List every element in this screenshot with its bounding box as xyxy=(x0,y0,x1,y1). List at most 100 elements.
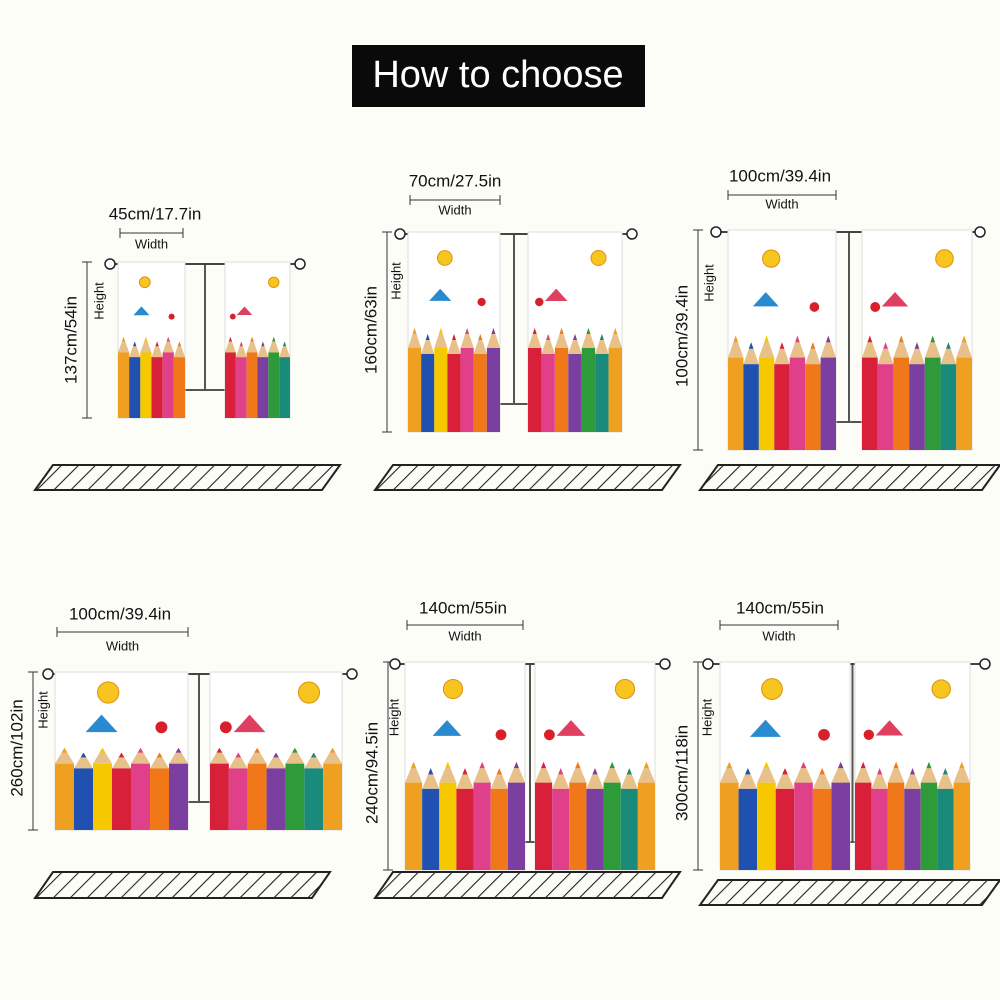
width-label: 70cm/27.5in xyxy=(409,171,502,190)
pencil-lead xyxy=(272,336,276,342)
floor xyxy=(33,871,332,899)
height-bracket xyxy=(693,229,703,451)
width-word: Width xyxy=(762,628,795,643)
umbrella xyxy=(752,292,779,307)
pencil-lead xyxy=(837,761,844,769)
pencil-lead xyxy=(133,341,137,347)
height-bracket xyxy=(28,671,38,831)
sun xyxy=(97,681,120,704)
pencil-tip xyxy=(279,341,290,358)
pencil-body xyxy=(757,782,776,870)
height-label: 137cm/54in xyxy=(61,296,80,384)
pencil-lead xyxy=(910,768,915,775)
pencil-body xyxy=(569,782,587,870)
height-word: Height xyxy=(701,264,716,302)
pencil-body xyxy=(257,357,269,418)
pencil-tip xyxy=(140,336,152,353)
pencil-tip xyxy=(173,341,185,358)
pencil-lead xyxy=(748,342,754,349)
apple xyxy=(229,313,236,320)
pencil-lead xyxy=(745,768,751,775)
pencil-body xyxy=(460,348,474,432)
pencil-body xyxy=(528,348,542,432)
rod-finial xyxy=(104,258,116,270)
pencil-tip xyxy=(940,342,957,365)
pencil-tip xyxy=(728,335,744,358)
pencil-tip xyxy=(862,335,878,358)
pencil-tip xyxy=(637,761,655,783)
pencil-tip xyxy=(162,336,174,353)
apple xyxy=(219,721,232,734)
pencil-body xyxy=(937,788,954,870)
pencil-body xyxy=(151,357,163,418)
pencil-body xyxy=(738,788,758,870)
pencil-lead xyxy=(411,761,417,769)
width-word: Width xyxy=(765,196,798,211)
pencil-tip xyxy=(887,761,905,783)
pencil-tip xyxy=(473,334,487,354)
pencil-body xyxy=(924,357,941,450)
pencil-lead xyxy=(782,768,788,775)
pencil-body xyxy=(920,782,938,870)
pencil-body xyxy=(266,768,286,830)
pencil-lead xyxy=(177,341,182,347)
apple xyxy=(818,728,830,741)
umbrella xyxy=(749,719,782,737)
pencil-tip xyxy=(225,336,236,353)
height-word: Height xyxy=(91,282,106,320)
pencil-lead xyxy=(800,761,807,769)
pencil-body xyxy=(439,782,457,870)
pencil-body xyxy=(871,788,888,870)
pencil-lead xyxy=(541,761,547,769)
pencil-body xyxy=(728,357,744,450)
pencil-body xyxy=(812,788,832,870)
pencil-tip xyxy=(228,752,248,769)
height-bracket xyxy=(82,261,92,419)
pencil-tip xyxy=(586,768,604,789)
sun xyxy=(762,249,781,268)
pencil-lead xyxy=(763,761,770,769)
pencil-tip xyxy=(266,752,286,769)
pencil-body xyxy=(486,348,500,432)
pencil-tip xyxy=(812,768,832,789)
width-bracket xyxy=(119,228,184,238)
sun xyxy=(268,276,280,288)
height-label: 160cm/63in xyxy=(361,286,380,374)
floor xyxy=(373,464,682,491)
sun xyxy=(590,249,607,267)
pencil-body xyxy=(775,788,795,870)
title-box xyxy=(352,45,645,107)
pencil-lead xyxy=(61,747,68,753)
pencil-tip xyxy=(408,328,422,348)
pencil-lead xyxy=(452,334,456,340)
rod-finial xyxy=(42,668,54,680)
umbrella xyxy=(429,288,452,301)
pencil-body xyxy=(129,357,141,418)
pencil-body xyxy=(304,768,324,830)
pencil-body xyxy=(552,788,570,870)
pencil-tip xyxy=(775,768,795,789)
size-panel: 100cm/39.4in Width 260cm/102in Height xyxy=(7,604,358,899)
pencil-tip xyxy=(74,752,93,769)
pencil-body xyxy=(904,788,921,870)
pencil-lead xyxy=(273,752,279,758)
rod-finial xyxy=(710,226,722,238)
pencil-lead xyxy=(877,768,883,775)
pencil-tip xyxy=(738,768,758,789)
width-bracket xyxy=(727,190,837,200)
floor xyxy=(33,464,342,491)
pencil-body xyxy=(774,364,790,450)
pencil-tip xyxy=(831,761,850,783)
sun xyxy=(297,681,321,704)
pencil-tip xyxy=(794,761,813,783)
height-word: Height xyxy=(35,691,50,729)
pencil-tip xyxy=(541,334,555,354)
pencil-body xyxy=(210,763,229,830)
pencil-body xyxy=(507,782,525,870)
pencil-tip xyxy=(757,761,776,783)
rod-finial xyxy=(626,228,638,240)
pencil-tip xyxy=(608,328,622,348)
pencil-lead xyxy=(733,335,739,343)
pencil-body xyxy=(169,763,188,830)
pencil-lead xyxy=(496,768,502,775)
